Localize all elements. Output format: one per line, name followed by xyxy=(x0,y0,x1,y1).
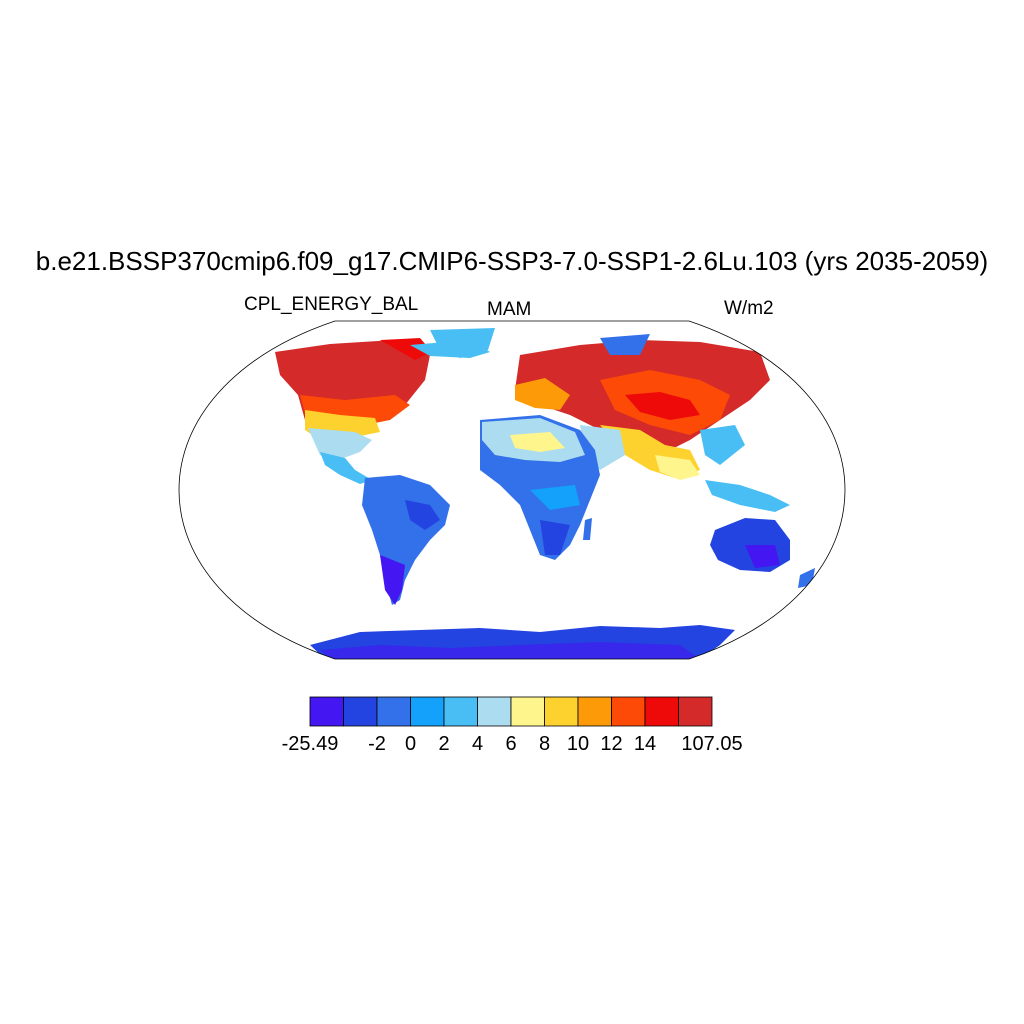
colorbar-swatch xyxy=(577,696,612,727)
colorbar-tick-label: 8 xyxy=(538,733,551,755)
plot-title: b.e21.BSSP370cmip6.f09_g17.CMIP6-SSP3-7.… xyxy=(35,246,989,276)
variable-label: CPL_ENERGY_BAL xyxy=(244,294,419,315)
colorbar-labels: -25.49 -2 0 2 4 6 8 10 12 14 107.05 xyxy=(0,733,1024,763)
colorbar xyxy=(309,696,713,727)
colorbar-swatch xyxy=(376,696,411,727)
units-label: W/m2 xyxy=(724,298,774,319)
north-america xyxy=(275,338,490,484)
madagascar xyxy=(583,518,592,540)
new-zealand xyxy=(798,568,815,588)
map-projection-outline xyxy=(178,320,846,660)
colorbar-swatch xyxy=(644,696,679,727)
colorbar-tick-label: 6 xyxy=(505,733,517,755)
colorbar-swatch xyxy=(343,696,378,727)
colorbar-swatch xyxy=(477,696,512,727)
australia xyxy=(710,518,790,572)
colorbar-tick-label: 14 xyxy=(633,733,657,755)
colorbar-swatch xyxy=(510,696,545,727)
colorbar-swatch xyxy=(544,696,579,727)
colorbar-tick-label: 12 xyxy=(600,733,623,755)
colorbar-swatch xyxy=(410,696,445,727)
colorbar-swatch xyxy=(309,696,344,727)
eurasia xyxy=(515,334,770,480)
colorbar-swatch xyxy=(443,696,478,727)
colorbar-tick-label: 2 xyxy=(438,733,450,755)
colorbar-tick-label: 0 xyxy=(404,733,417,755)
antarctica xyxy=(310,625,735,659)
colorbar-swatch xyxy=(611,696,646,727)
colorbar-tick-label: 4 xyxy=(471,733,484,755)
maritime-asia xyxy=(705,480,790,512)
colorbar-tick-label: -25.49 xyxy=(281,733,339,755)
greenland xyxy=(430,328,495,358)
colorbar-tick-label: -2 xyxy=(368,733,386,755)
south-america xyxy=(362,475,450,605)
colorbar-tick-label: 107.05 xyxy=(681,733,743,755)
season-label: MAM xyxy=(487,299,532,320)
africa xyxy=(480,415,600,560)
colorbar-tick-label: 10 xyxy=(566,733,590,755)
colorbar-swatch xyxy=(678,696,713,727)
